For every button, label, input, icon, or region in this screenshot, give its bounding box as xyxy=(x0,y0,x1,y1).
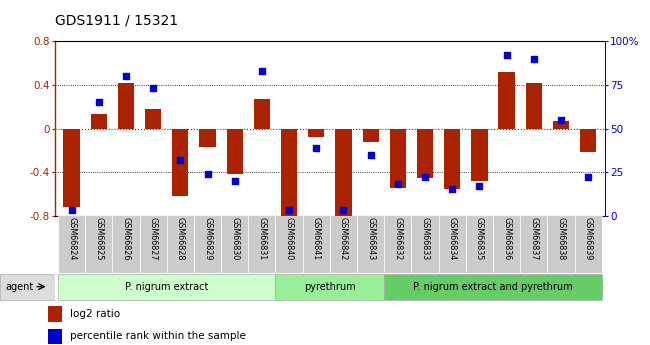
Point xyxy=(175,157,185,162)
Bar xyxy=(553,121,569,128)
Point xyxy=(202,171,213,177)
Text: GSM66826: GSM66826 xyxy=(122,217,131,261)
Bar xyxy=(48,329,62,344)
Bar xyxy=(194,216,221,273)
Bar xyxy=(227,128,243,174)
Bar xyxy=(499,72,515,128)
Bar xyxy=(172,128,188,196)
Bar xyxy=(390,128,406,188)
Point xyxy=(447,187,458,192)
Bar xyxy=(526,83,542,128)
Text: GSM66832: GSM66832 xyxy=(393,217,402,261)
Text: GSM66839: GSM66839 xyxy=(584,217,593,261)
Text: GSM66841: GSM66841 xyxy=(312,217,321,260)
Bar xyxy=(281,128,297,216)
Text: GSM66828: GSM66828 xyxy=(176,217,185,261)
Text: GSM66833: GSM66833 xyxy=(421,217,430,260)
Text: GSM66837: GSM66837 xyxy=(529,217,538,261)
Text: GSM66830: GSM66830 xyxy=(230,217,239,260)
Bar xyxy=(520,216,547,273)
Bar xyxy=(221,216,248,273)
Bar xyxy=(90,114,107,128)
Point xyxy=(556,117,566,122)
Text: GSM66836: GSM66836 xyxy=(502,217,511,260)
Text: GDS1911 / 15321: GDS1911 / 15321 xyxy=(55,14,178,28)
Bar xyxy=(444,128,460,189)
Point xyxy=(148,86,159,91)
Bar xyxy=(145,109,161,128)
Text: GSM66827: GSM66827 xyxy=(149,217,158,261)
Bar xyxy=(308,128,324,137)
Point xyxy=(393,181,403,187)
Bar xyxy=(580,128,596,152)
Point xyxy=(257,68,267,74)
Bar xyxy=(384,216,411,273)
Point xyxy=(338,208,348,213)
Text: percentile rank within the sample: percentile rank within the sample xyxy=(70,332,246,342)
Bar xyxy=(254,99,270,128)
Text: P. nigrum extract: P. nigrum extract xyxy=(125,282,209,292)
Bar xyxy=(363,128,379,141)
Bar xyxy=(575,216,602,273)
Bar xyxy=(384,274,602,300)
Text: GSM66824: GSM66824 xyxy=(67,217,76,261)
Bar xyxy=(118,83,134,128)
Bar xyxy=(303,216,330,273)
Point xyxy=(365,152,376,157)
Bar xyxy=(276,274,384,300)
Bar xyxy=(357,216,384,273)
Point xyxy=(501,52,512,58)
Point xyxy=(474,183,485,189)
Point xyxy=(583,175,593,180)
Bar xyxy=(248,216,276,273)
Bar xyxy=(58,274,276,300)
Bar xyxy=(466,216,493,273)
Text: GSM66829: GSM66829 xyxy=(203,217,212,261)
Bar xyxy=(200,128,216,147)
Text: pyrethrum: pyrethrum xyxy=(304,282,356,292)
Text: GSM66843: GSM66843 xyxy=(366,217,375,260)
Text: GSM66831: GSM66831 xyxy=(257,217,266,260)
Point xyxy=(420,175,430,180)
Bar xyxy=(493,216,520,273)
Bar xyxy=(439,216,466,273)
Bar xyxy=(85,216,112,273)
Bar xyxy=(330,216,357,273)
Text: GSM66834: GSM66834 xyxy=(448,217,457,260)
Text: P. nigrum extract and pyrethrum: P. nigrum extract and pyrethrum xyxy=(413,282,573,292)
Point xyxy=(528,56,539,61)
Text: GSM66842: GSM66842 xyxy=(339,217,348,261)
Text: GSM66840: GSM66840 xyxy=(285,217,294,260)
Bar xyxy=(276,216,303,273)
Bar xyxy=(167,216,194,273)
Bar xyxy=(48,306,62,322)
Point xyxy=(229,178,240,184)
Bar xyxy=(58,216,85,273)
Bar xyxy=(471,128,488,181)
Text: GSM66835: GSM66835 xyxy=(475,217,484,261)
Bar xyxy=(335,128,352,216)
Bar xyxy=(547,216,575,273)
Bar xyxy=(417,128,433,178)
Point xyxy=(284,208,294,213)
Point xyxy=(66,208,77,213)
Text: GSM66825: GSM66825 xyxy=(94,217,103,261)
Bar xyxy=(140,216,167,273)
Text: GSM66838: GSM66838 xyxy=(556,217,566,260)
Point xyxy=(94,100,104,105)
Bar xyxy=(64,128,80,207)
Point xyxy=(311,145,322,150)
Text: log2 ratio: log2 ratio xyxy=(70,309,120,319)
Point xyxy=(121,73,131,79)
Bar xyxy=(112,216,140,273)
Bar xyxy=(411,216,439,273)
Text: agent: agent xyxy=(6,282,34,292)
